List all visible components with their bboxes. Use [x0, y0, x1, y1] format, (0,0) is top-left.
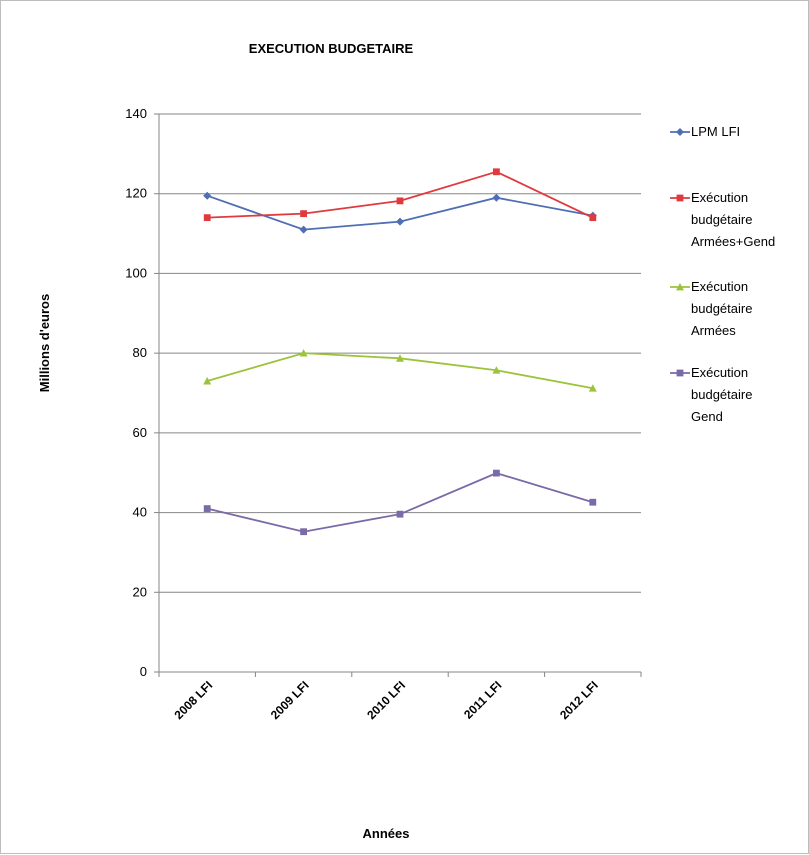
series-line	[206, 472, 594, 533]
x-tick-label: 2010 LFI	[364, 678, 408, 722]
data-point-marker	[676, 283, 684, 291]
data-point-marker	[396, 197, 404, 205]
data-point-marker	[396, 510, 404, 518]
series-1	[203, 168, 597, 222]
data-point-marker	[676, 369, 684, 377]
y-tick-label: 60	[133, 425, 147, 440]
legend: LPM LFIExécutionbudgétaireArmées+GendExé…	[670, 124, 775, 424]
data-point-marker	[300, 528, 307, 536]
data-point-marker	[588, 384, 597, 392]
x-tick-label: 2011 LFI	[461, 678, 504, 721]
series-3	[203, 469, 597, 536]
legend-label: Gend	[691, 409, 723, 424]
data-point-marker	[493, 469, 500, 477]
y-tick-label: 20	[133, 584, 147, 599]
y-tick-labels: 0 20 40 60 80 100 120 140	[125, 106, 147, 679]
data-point-marker	[299, 225, 308, 234]
data-point-marker	[676, 194, 684, 202]
x-axis-title: Années	[363, 826, 410, 841]
x-tick-label: 2009 LFI	[268, 678, 312, 722]
legend-label: LPM LFI	[691, 124, 740, 139]
data-point-marker	[493, 168, 500, 176]
data-point-marker	[203, 505, 211, 512]
data-point-marker	[589, 214, 597, 222]
series-group	[203, 168, 597, 536]
legend-label: Armées	[691, 323, 736, 338]
legend-item: LPM LFI	[670, 124, 740, 139]
legend-label: budgétaire	[691, 301, 752, 316]
legend-item: Exécution budgétaire Armées	[670, 279, 752, 338]
data-point-marker	[203, 377, 212, 385]
data-point-marker	[203, 214, 211, 222]
data-point-marker	[396, 354, 404, 362]
y-tick-label: 0	[140, 664, 147, 679]
x-tick-label: 2008 LFI	[171, 678, 215, 722]
data-point-marker	[492, 366, 501, 374]
data-point-marker	[396, 217, 404, 226]
legend-item: Exécution budgétaire Gend	[670, 365, 752, 424]
y-tick-label: 120	[125, 186, 147, 201]
data-point-marker	[676, 128, 684, 136]
data-point-marker	[492, 193, 501, 202]
x-tick-labels: 2008 LFI 2009 LFI 2010 LFI 2011 LFI 2012 LFI	[171, 678, 600, 722]
data-point-marker	[589, 498, 597, 506]
y-axis-title: Millions d'euros	[37, 294, 52, 392]
series-2	[203, 349, 597, 392]
series-0	[203, 191, 597, 234]
chart-title: EXECUTION BUDGETAIRE	[249, 41, 414, 56]
legend-label: Exécution	[691, 365, 748, 380]
data-point-marker	[300, 210, 307, 218]
legend-label: Armées+Gend	[691, 234, 775, 249]
axes	[154, 113, 642, 677]
y-tick-label: 100	[125, 265, 147, 280]
y-tick-label: 80	[133, 345, 147, 360]
gridlines	[159, 113, 641, 593]
data-point-marker	[299, 349, 308, 357]
x-tick-label: 2012 LFI	[557, 678, 601, 722]
data-point-marker	[203, 191, 212, 200]
legend-label: Exécution	[691, 279, 748, 294]
legend-label: Exécution	[691, 190, 748, 205]
legend-label: budgétaire	[691, 387, 752, 402]
y-tick-label: 40	[133, 505, 147, 520]
legend-label: budgétaire	[691, 212, 752, 227]
series-line	[207, 170, 594, 219]
y-tick-label: 140	[125, 106, 147, 121]
legend-item: Exécution budgétaire Armées+Gend	[670, 190, 775, 249]
